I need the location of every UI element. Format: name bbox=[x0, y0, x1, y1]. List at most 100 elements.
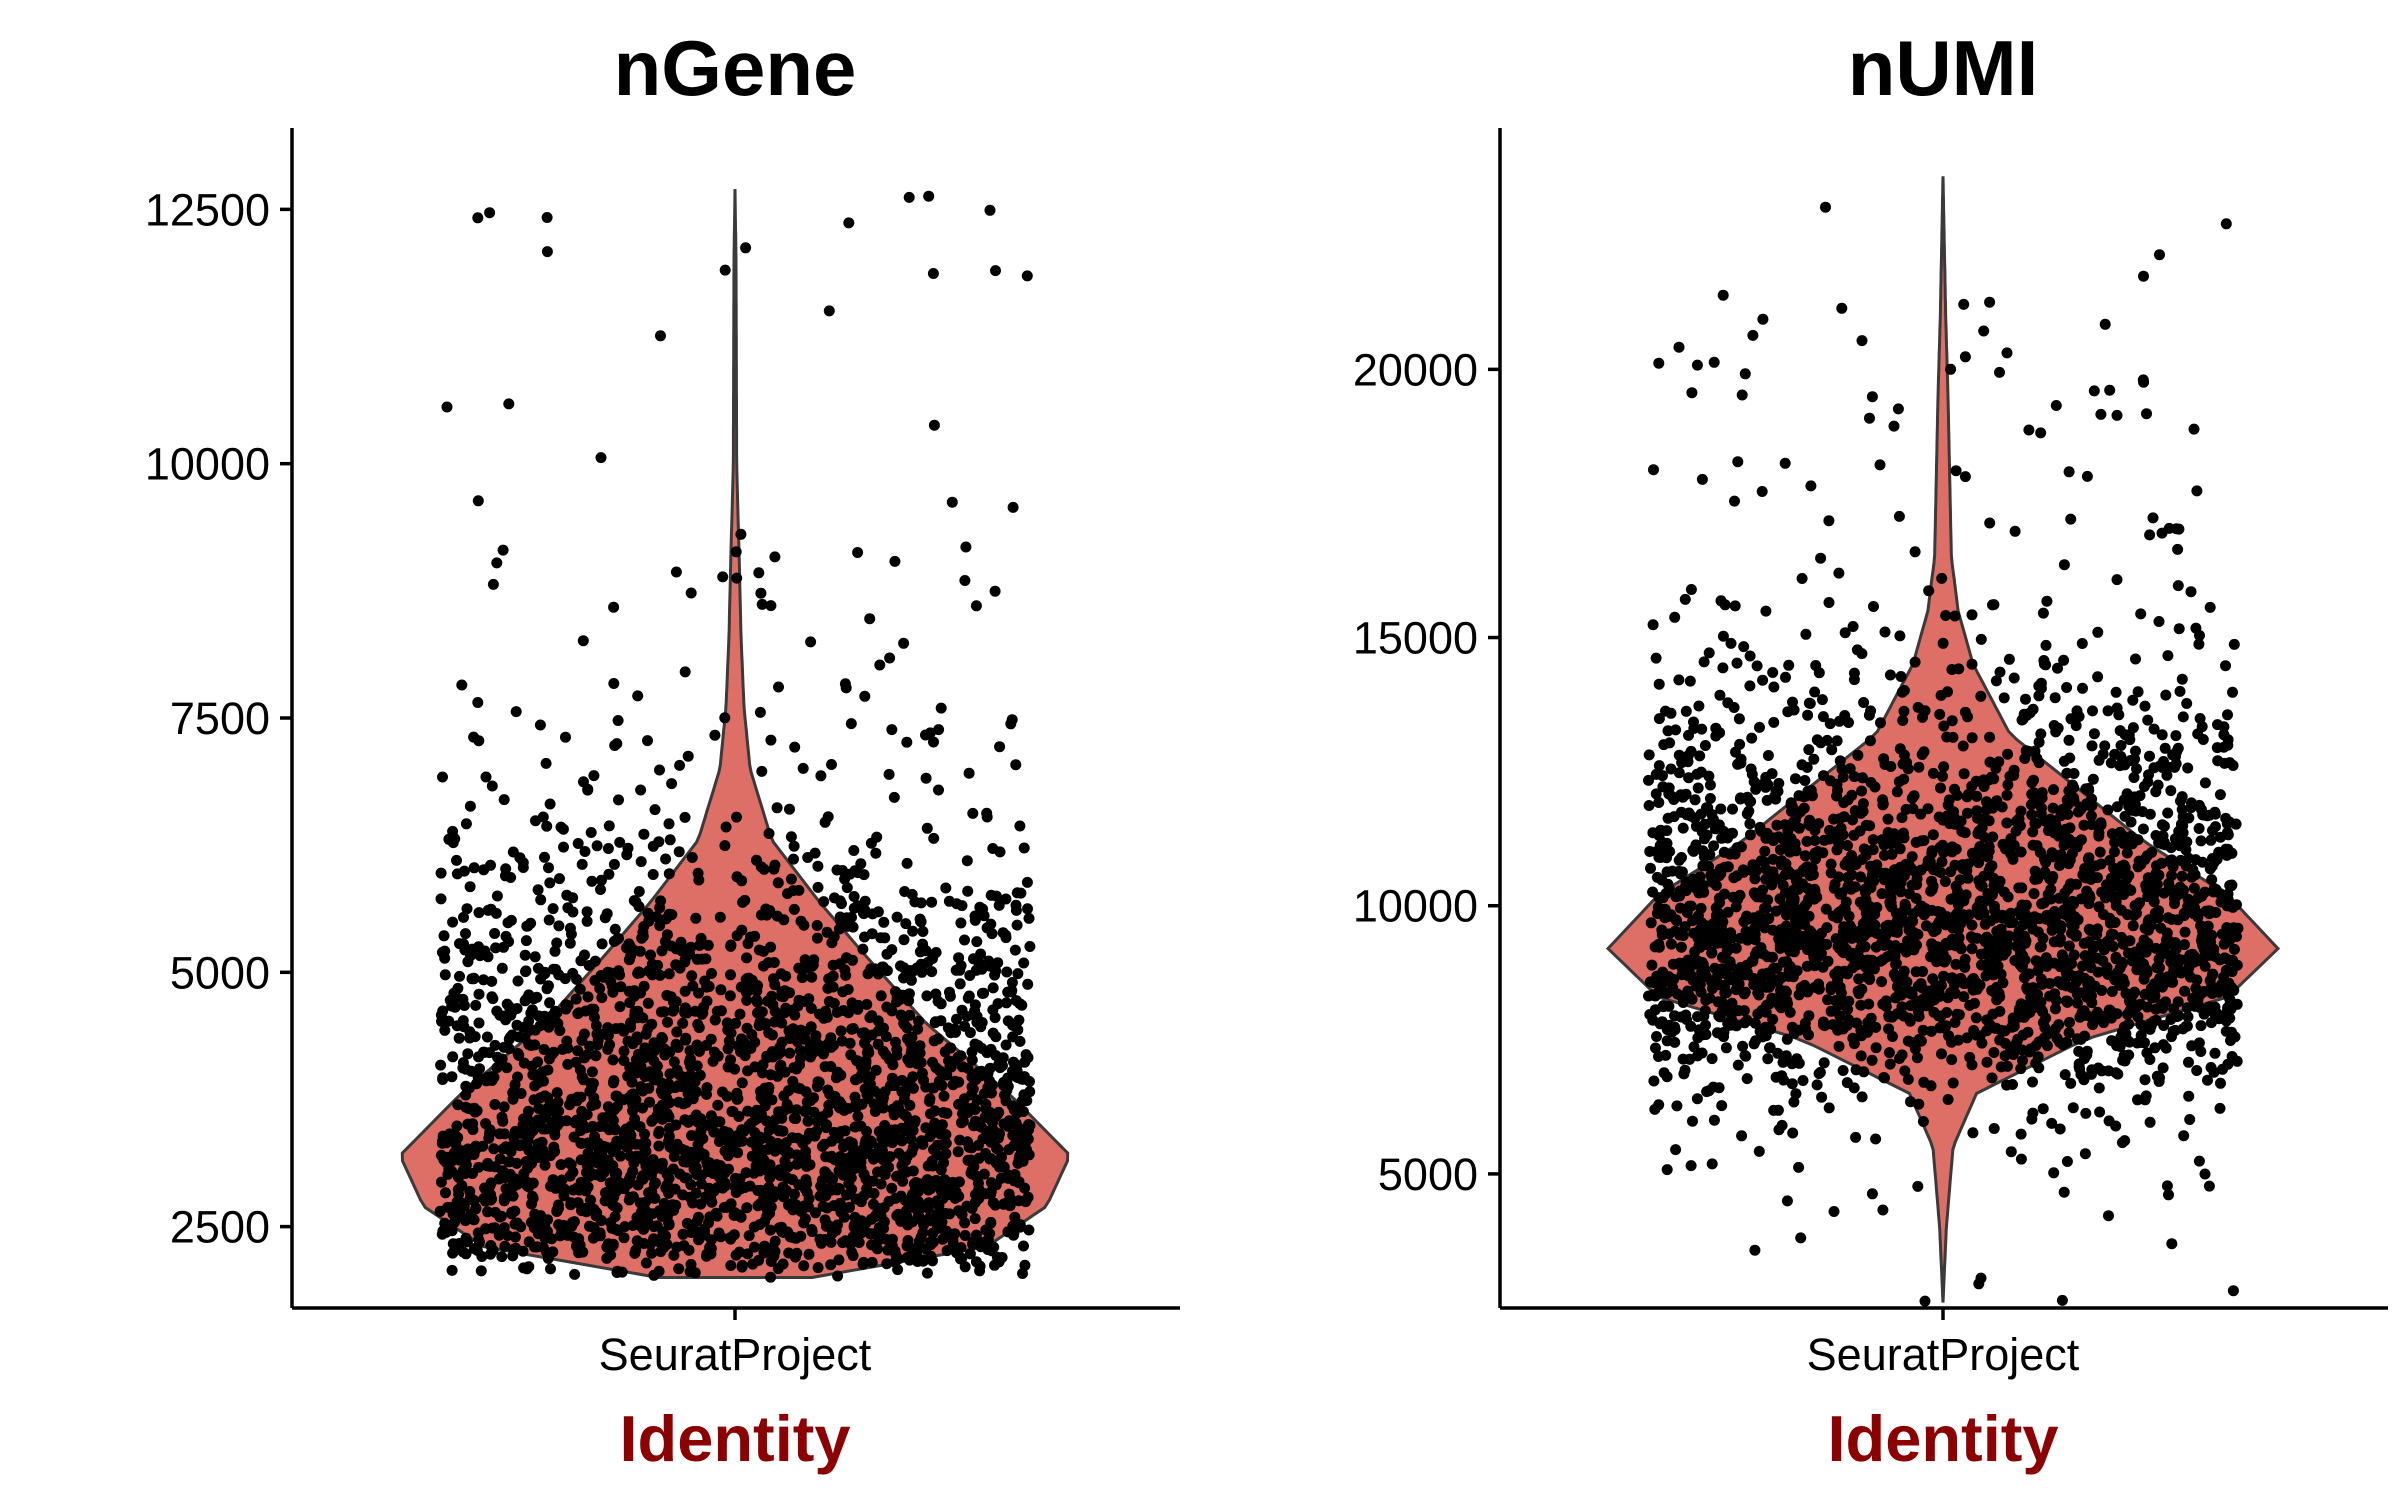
data-point bbox=[1976, 959, 1987, 971]
data-point bbox=[447, 1051, 459, 1063]
data-point bbox=[953, 952, 965, 964]
data-point bbox=[588, 1222, 600, 1234]
data-point bbox=[1768, 716, 1780, 728]
data-point bbox=[817, 1200, 829, 1212]
data-point bbox=[468, 862, 480, 874]
data-point bbox=[2080, 783, 2092, 795]
data-point bbox=[756, 1006, 768, 1018]
data-point bbox=[546, 1117, 558, 1128]
data-point bbox=[586, 1066, 598, 1078]
data-point bbox=[2079, 1148, 2091, 1160]
data-point bbox=[595, 884, 606, 895]
data-point bbox=[1795, 1232, 1807, 1244]
data-point bbox=[671, 1026, 683, 1038]
data-point bbox=[2119, 759, 2131, 771]
data-point bbox=[2001, 817, 2013, 829]
data-point bbox=[907, 1125, 919, 1136]
data-point bbox=[1863, 998, 1875, 1010]
data-point bbox=[753, 567, 765, 579]
data-point bbox=[753, 944, 765, 956]
data-point bbox=[808, 1092, 819, 1104]
data-point bbox=[1716, 1100, 1728, 1112]
data-point bbox=[493, 1229, 505, 1241]
data-point bbox=[2005, 1146, 2017, 1158]
data-point bbox=[646, 1247, 658, 1259]
data-point bbox=[507, 846, 519, 858]
data-point bbox=[1870, 927, 1882, 939]
data-point bbox=[2203, 1180, 2215, 1192]
data-point bbox=[1986, 1072, 1998, 1084]
data-point bbox=[959, 1261, 971, 1273]
data-point bbox=[2192, 994, 2204, 1006]
data-point bbox=[928, 1082, 940, 1094]
data-point bbox=[925, 1176, 936, 1187]
data-point bbox=[1014, 1219, 1026, 1231]
data-point bbox=[639, 1042, 651, 1054]
data-point bbox=[990, 890, 1002, 902]
data-point bbox=[1864, 412, 1875, 424]
data-point bbox=[1661, 1164, 1673, 1176]
data-point bbox=[470, 999, 482, 1011]
data-point bbox=[856, 1098, 868, 1110]
data-point bbox=[1648, 464, 1659, 476]
data-point bbox=[2179, 926, 2191, 938]
data-point bbox=[680, 1145, 692, 1157]
data-point bbox=[789, 741, 801, 753]
data-point bbox=[1959, 953, 1971, 965]
data-point bbox=[677, 1017, 689, 1029]
data-point bbox=[720, 821, 732, 833]
data-point bbox=[2130, 745, 2141, 757]
data-point bbox=[653, 1125, 665, 1137]
data-point bbox=[556, 1174, 568, 1186]
data-point bbox=[508, 1173, 520, 1185]
data-point bbox=[936, 1080, 948, 1091]
data-point bbox=[1760, 771, 1772, 783]
data-point bbox=[907, 966, 919, 978]
data-point bbox=[2177, 711, 2189, 723]
data-point bbox=[867, 908, 879, 920]
data-point bbox=[885, 1127, 897, 1139]
data-point bbox=[2097, 748, 2109, 760]
data-point bbox=[1692, 1050, 1703, 1062]
data-point bbox=[966, 1046, 978, 1058]
data-point bbox=[592, 1039, 604, 1051]
data-point bbox=[435, 1176, 447, 1188]
data-point bbox=[2176, 870, 2188, 882]
data-point bbox=[633, 901, 645, 912]
data-point bbox=[754, 1165, 766, 1177]
data-point bbox=[2105, 928, 2117, 940]
data-point bbox=[846, 1149, 858, 1161]
data-point bbox=[1679, 593, 1691, 605]
data-point bbox=[695, 1198, 707, 1210]
data-point bbox=[799, 1033, 811, 1045]
data-point bbox=[2172, 543, 2184, 555]
data-point bbox=[1731, 842, 1743, 854]
data-point bbox=[2095, 408, 2107, 420]
data-point bbox=[956, 1209, 968, 1220]
data-point bbox=[898, 972, 909, 984]
data-point bbox=[2204, 975, 2216, 986]
data-point bbox=[1897, 970, 1909, 981]
data-point bbox=[2003, 653, 2015, 665]
data-point bbox=[2179, 939, 2190, 951]
data-point bbox=[1838, 903, 1850, 915]
data-point bbox=[618, 1045, 630, 1057]
data-point bbox=[2062, 799, 2074, 811]
data-point bbox=[809, 1130, 821, 1142]
data-point bbox=[436, 1228, 448, 1240]
data-point bbox=[575, 1091, 587, 1103]
data-point bbox=[1760, 1030, 1772, 1042]
data-point bbox=[2085, 810, 2097, 822]
data-point bbox=[839, 1125, 851, 1137]
data-point bbox=[1886, 901, 1898, 913]
data-point bbox=[1722, 697, 1734, 709]
data-point bbox=[2198, 1008, 2210, 1020]
data-point bbox=[1720, 1042, 1732, 1054]
data-point bbox=[464, 1032, 476, 1044]
data-point bbox=[826, 1135, 838, 1147]
data-point bbox=[1990, 1022, 2002, 1034]
data-point bbox=[1994, 666, 2006, 678]
data-point bbox=[2106, 828, 2118, 840]
data-point bbox=[2095, 858, 2107, 870]
data-point bbox=[1973, 1278, 1985, 1290]
